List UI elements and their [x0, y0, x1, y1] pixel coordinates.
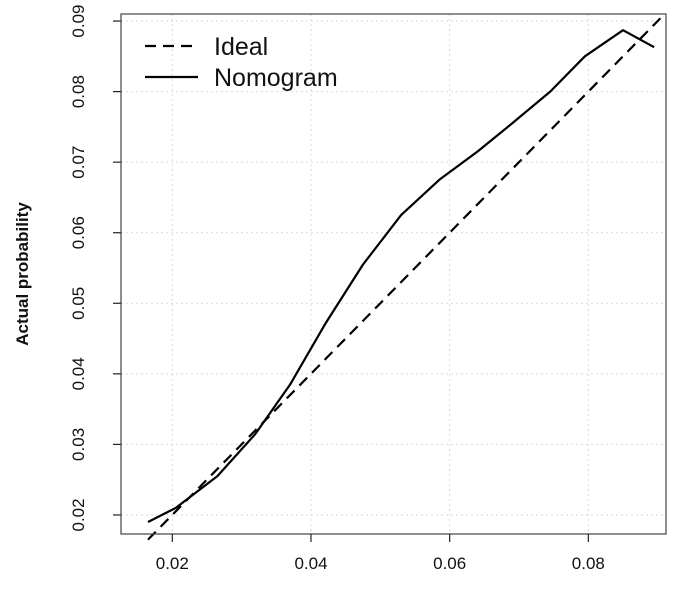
- y-tick-label-3: 0.05: [69, 287, 88, 320]
- x-tick-label-0: 0.02: [156, 554, 189, 573]
- y-tick-label-7: 0.09: [69, 5, 88, 38]
- y-tick-label-0: 0.02: [69, 498, 88, 531]
- x-axis-ticks: 0.02 0.04 0.06 0.08: [156, 534, 605, 573]
- legend-label-ideal: Ideal: [214, 33, 268, 61]
- x-tick-label-1: 0.04: [294, 554, 327, 573]
- y-tick-label-1: 0.03: [69, 428, 88, 461]
- x-tick-label-3: 0.08: [572, 554, 605, 573]
- plot-frame: [120, 13, 667, 535]
- legend-label-nomogram: Nomogram: [214, 64, 338, 92]
- series-line-ideal: [147, 13, 666, 541]
- y-tick-label-4: 0.06: [69, 216, 88, 249]
- series-lines: [147, 13, 666, 541]
- y-tick-label-5: 0.07: [69, 146, 88, 179]
- x-tick-label-2: 0.06: [433, 554, 466, 573]
- y-tick-label-2: 0.04: [69, 357, 88, 390]
- y-axis-ticks: 0.02 0.03 0.04 0.05 0.06 0.07 0.08 0.09: [69, 5, 121, 531]
- y-axis-title: Actual probability: [13, 202, 32, 346]
- series-line-nomogram: [147, 29, 655, 523]
- y-tick-label-6: 0.08: [69, 75, 88, 108]
- legend: Ideal Nomogram: [145, 33, 338, 92]
- grid-lines: [121, 14, 666, 534]
